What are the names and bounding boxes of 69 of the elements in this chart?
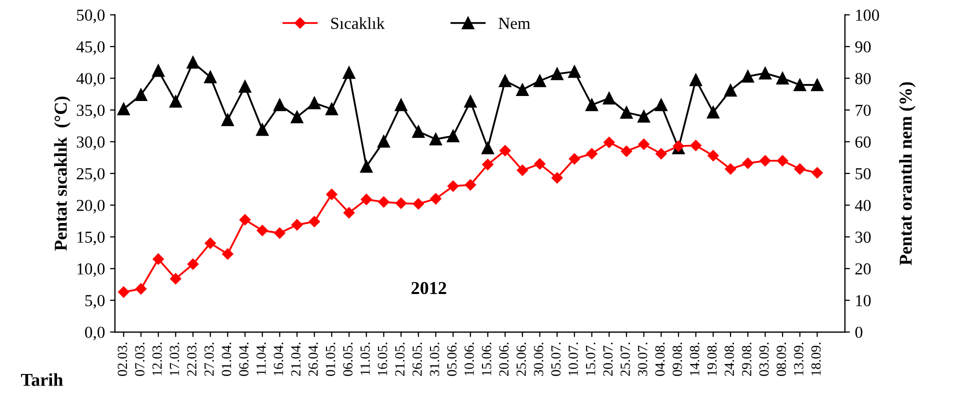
y2-tick-label: 20	[855, 263, 871, 275]
x-tick-label: 26.04.	[308, 342, 318, 376]
x-tick-label: 04.08.	[655, 342, 665, 376]
y-tick-label: 40,0	[76, 72, 105, 87]
x-tick-label: 27.03.	[204, 342, 214, 376]
y-tick-label: 25,0	[76, 168, 105, 182]
x-tick-label: 17.03.	[170, 342, 180, 376]
x-tick-label: 05.07.	[551, 342, 561, 376]
y-tick-label: 35,0	[76, 104, 105, 118]
y-tick-label: 45,0	[76, 41, 105, 55]
y2-tick-label: 0	[855, 326, 862, 338]
x-tick-label: 03.09.	[759, 342, 769, 376]
y2-tick-label: 90	[855, 41, 871, 53]
x-axis-title: Tarih	[20, 373, 63, 386]
y-tick-label: 50,0	[77, 10, 105, 24]
x-tick-label: 01.05.	[326, 342, 336, 376]
x-tick-label: 18.09.	[811, 342, 821, 376]
y2-tick-label: 30	[855, 232, 871, 243]
y-tick-label: 5,0	[85, 295, 105, 309]
x-tick-label: 06.05.	[343, 342, 353, 376]
x-tick-label: 05.06.	[447, 342, 457, 376]
x-tick-label: 08.09.	[776, 342, 786, 376]
y-axis-title: Pentat sıcaklık (°C)	[54, 96, 71, 251]
x-tick-label: 20.06.	[499, 342, 509, 376]
x-tick-label: 30.07.	[638, 342, 648, 376]
y-tick-label: 30,0	[76, 136, 105, 150]
legend-label: Sıcaklık	[331, 17, 385, 29]
x-tick-label: 24.08.	[724, 342, 734, 376]
x-tick-label: 26.05.	[412, 342, 422, 376]
x-tick-label: 15.07.	[586, 342, 596, 376]
x-tick-label: 01.04.	[222, 342, 232, 376]
x-tick-label: 21.04.	[291, 342, 301, 376]
x-tick-label: 20.07.	[603, 342, 613, 376]
y2-tick-label: 100	[856, 10, 880, 21]
x-tick-label: 09.08.	[672, 342, 682, 376]
x-tick-label: 11.04.	[256, 342, 266, 375]
y2-tick-label: 60	[855, 136, 871, 148]
legend-label: Nem	[498, 18, 530, 29]
y-tick-label: 10,0	[78, 263, 105, 277]
y-tick-label: 20,0	[76, 200, 105, 214]
x-tick-label: 06.04.	[239, 342, 249, 376]
y2-tick-label: 40	[855, 200, 871, 212]
x-tick-label: 22.03.	[187, 342, 197, 376]
x-tick-label: 29.08.	[742, 342, 752, 376]
y2-tick-label: 50	[856, 168, 871, 180]
x-tick-label: 21.05.	[395, 342, 405, 376]
x-tick-label: 14.08.	[690, 342, 700, 376]
annotation: 2012	[412, 282, 446, 294]
x-tick-label: 10.07.	[568, 342, 578, 376]
x-tick-label: 12.03.	[152, 342, 162, 376]
x-tick-label: 16.04.	[274, 342, 284, 376]
y2-tick-label: 70	[856, 104, 871, 116]
x-tick-label: 19.08.	[707, 342, 717, 376]
y2-tick-label: 80	[855, 72, 871, 84]
x-tick-label: 16.05.	[378, 342, 388, 376]
x-tick-label: 07.03.	[135, 342, 145, 376]
x-tick-label: 31.05.	[430, 342, 440, 376]
x-tick-label: 25.07.	[620, 342, 630, 376]
x-tick-label: 10.06.	[464, 342, 474, 376]
x-tick-label: 11.05.	[360, 342, 370, 375]
x-tick-label: 02.03.	[118, 342, 128, 376]
x-tick-label: 25.06.	[516, 342, 526, 376]
y2-axis-title: Pentat orantılı nem (%)	[899, 82, 916, 266]
y-tick-label: 15,0	[78, 232, 105, 246]
x-tick-label: 30.06.	[534, 342, 544, 376]
x-tick-label: 13.09.	[794, 342, 804, 376]
x-tick-label: 15.06.	[482, 342, 492, 376]
y2-tick-label: 10	[856, 295, 871, 306]
y-tick-label: 0,0	[85, 326, 105, 340]
